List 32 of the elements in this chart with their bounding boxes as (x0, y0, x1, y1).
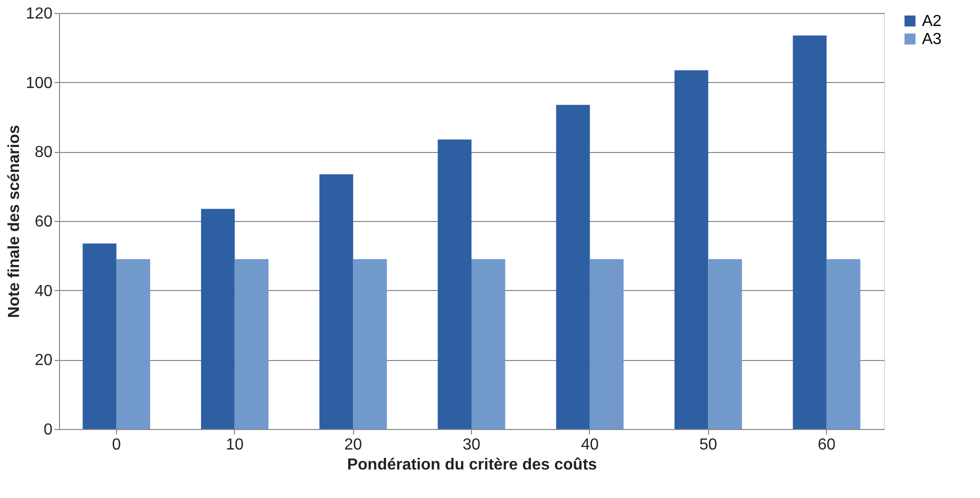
x-axis-title: Pondération du critère des coûts (347, 456, 598, 474)
x-tick-label: 0 (112, 436, 121, 454)
x-tick-label: 10 (226, 436, 244, 454)
x-tick-label: 30 (462, 436, 480, 454)
y-tick-label: 100 (26, 74, 53, 92)
y-tick-label: 20 (34, 352, 53, 370)
bar (234, 259, 269, 429)
legend-label: A2 (922, 13, 942, 30)
y-tick-label: 80 (34, 144, 53, 162)
bar (708, 259, 742, 429)
bar (472, 259, 506, 429)
y-tick-label: 60 (34, 214, 53, 230)
bar (319, 174, 354, 429)
y-tick-label: 120 (26, 6, 53, 22)
bar (826, 259, 860, 429)
bar (674, 70, 708, 429)
bar (201, 208, 235, 429)
bar (590, 259, 624, 429)
x-tick-label: 40 (580, 436, 599, 454)
y-tick-label: 0 (44, 422, 53, 438)
y-axis-title: Note finale des scénarios (6, 124, 23, 318)
y-tick-label: 40 (34, 282, 53, 300)
bar (353, 259, 387, 429)
x-tick-label: 60 (818, 436, 836, 454)
bar (438, 140, 472, 429)
x-tick-label: 50 (699, 436, 718, 454)
legend-label: A3 (922, 31, 942, 48)
bar (82, 244, 116, 429)
bar (556, 104, 590, 429)
x-tick-label: 20 (344, 436, 362, 454)
bar (116, 259, 150, 429)
bar (792, 36, 827, 429)
